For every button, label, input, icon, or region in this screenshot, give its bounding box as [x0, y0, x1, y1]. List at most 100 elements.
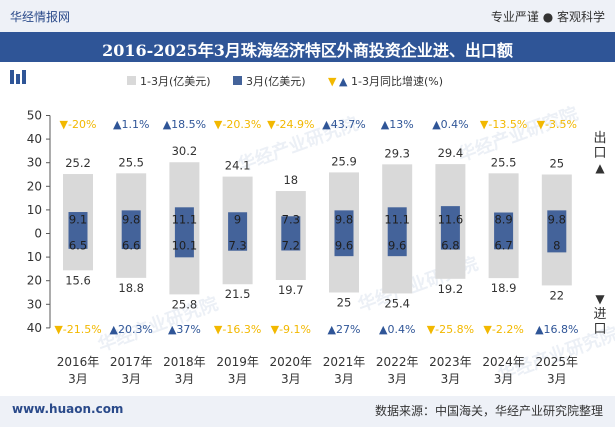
label-import-growth: ▼-16.3%: [214, 323, 261, 336]
y-tick-label: 20: [27, 274, 42, 288]
label-export-growth: ▼-3.5%: [537, 118, 577, 131]
label-import-month: 8: [553, 239, 560, 253]
label-import-cumulative: 25: [337, 296, 352, 310]
label-export-month: 9.8: [335, 213, 353, 227]
label-import-growth: ▲16.8%: [535, 323, 578, 336]
side-arrow-up-icon: ▲: [595, 161, 605, 175]
label-import-growth: ▲20.3%: [109, 323, 152, 336]
label-export-growth: ▼-20%: [60, 118, 97, 131]
label-export-growth: ▲1.1%: [113, 118, 149, 131]
label-export-month: 9: [234, 213, 241, 227]
bar-export-month: [387, 207, 407, 234]
bar-import-month: [494, 233, 514, 250]
side-label-export-char: 出: [593, 131, 606, 146]
label-export-month: 9.8: [548, 213, 566, 227]
label-import-month: 9.6: [388, 239, 406, 253]
legend: 1-3月(亿美元) 3月(亿美元) ▼ ▲ 1-3月同比增速(%): [127, 74, 443, 88]
legend-swatch-month: [233, 76, 242, 85]
label-export-month: 9.8: [122, 213, 140, 227]
bars: [63, 162, 572, 295]
label-export-cumulative: 25.5: [118, 155, 144, 169]
legend-label-month: 3月(亿美元): [246, 75, 306, 88]
y-tick-label: 30: [27, 297, 42, 311]
bar-import-month: [68, 233, 88, 249]
bar-import-month: [174, 233, 194, 258]
legend-marker-down: ▼: [328, 75, 337, 88]
bar-import-month: [547, 233, 567, 253]
label-import-cumulative: 15.6: [65, 273, 91, 287]
label-import-month: 9.6: [335, 239, 353, 253]
y-tick-label: 40: [27, 321, 42, 335]
label-import-cumulative: 21.5: [225, 287, 251, 301]
label-import-month: 6.5: [69, 239, 87, 253]
x-tick-label-month: 3月: [547, 372, 567, 386]
brand-name: 华经情报网: [10, 10, 71, 24]
label-export-month: 11.1: [172, 213, 198, 227]
label-export-growth: ▲18.5%: [163, 118, 206, 131]
label-import-growth: ▲0.4%: [379, 323, 415, 336]
x-tick-label-year: 2025年: [536, 355, 579, 369]
label-export-month: 7.3: [282, 213, 300, 227]
x-tick-label-year: 2021年: [323, 355, 366, 369]
tagline: 专业严谨 ● 客观科学: [490, 10, 605, 24]
bar-export-month: [228, 212, 248, 234]
bar-export-month: [281, 216, 301, 234]
x-tick-label-month: 3月: [441, 372, 461, 386]
x-tick-label-year: 2023年: [429, 355, 472, 369]
label-export-cumulative: 25.5: [491, 155, 517, 169]
chart-title: 2016-2025年3月珠海经济特区外商投资企业进、出口额: [102, 41, 513, 60]
label-export-growth: ▲13%: [381, 118, 414, 131]
label-export-growth: ▲43.7%: [322, 118, 365, 131]
label-import-month: 6.7: [494, 239, 512, 253]
x-tick-label-year: 2018年: [163, 355, 206, 369]
label-export-month: 8.9: [494, 213, 512, 227]
y-tick-label: 30: [27, 156, 42, 170]
data-source: 数据来源：中国海关，华经产业研究院整理: [374, 404, 603, 418]
x-tick-label-month: 3月: [281, 372, 301, 386]
x-tick-label-month: 3月: [387, 372, 407, 386]
label-import-month: 7.3: [228, 239, 246, 253]
x-tick-label-month: 3月: [228, 372, 248, 386]
label-import-cumulative: 25.4: [384, 296, 410, 310]
x-tick-label-month: 3月: [175, 372, 195, 386]
bar-export-month: [494, 212, 514, 234]
huaon-logo-icon: [10, 70, 26, 84]
label-export-cumulative: 18: [283, 173, 298, 187]
y-tick-label: 40: [27, 132, 42, 146]
site-url: www.huaon.com: [12, 402, 124, 416]
label-import-growth: ▼-21.5%: [54, 323, 101, 336]
label-import-cumulative: 18.9: [491, 281, 517, 295]
label-export-growth: ▼-20.3%: [214, 118, 261, 131]
label-export-growth: ▲0.4%: [432, 118, 468, 131]
data-labels: 25.2 15.6 9.1 6.5 ▼-20% ▼-21.5% 25.5 18.8 9.8 6.6…: [54, 118, 578, 336]
legend-label-cumulative: 1-3月(亿美元): [140, 75, 211, 88]
bar-export-month: [174, 207, 194, 234]
label-export-cumulative: 25.9: [331, 154, 357, 168]
legend-marker-up: ▲: [339, 75, 348, 88]
x-tick-label-year: 2017年: [110, 355, 153, 369]
side-label-import-char: 进: [593, 307, 606, 322]
y-tick-label: 50: [27, 109, 42, 123]
bar-export-month: [440, 206, 460, 234]
y-tick-label: 20: [27, 179, 42, 193]
title-bar: [0, 32, 615, 62]
bar-import-month: [440, 233, 460, 250]
y-tick-label: 0: [34, 227, 42, 241]
label-export-month: 11.1: [384, 213, 410, 227]
bar-export-month: [334, 210, 354, 234]
label-export-cumulative: 30.2: [172, 144, 198, 158]
bar-import-month: [228, 233, 248, 251]
bar-export-month: [68, 212, 88, 234]
legend-swatch-cumulative: [127, 76, 136, 85]
label-import-cumulative: 22: [549, 288, 564, 302]
side-labels: 出口▲▼进口: [593, 131, 606, 337]
bar-import-month: [121, 233, 141, 250]
side-label-import-char: 口: [593, 322, 606, 337]
label-export-cumulative: 29.4: [438, 146, 464, 160]
legend-label-growth: 1-3月同比增速(%): [351, 74, 443, 88]
label-import-month: 6.8: [441, 239, 459, 253]
label-export-cumulative: 25.2: [65, 156, 91, 170]
bar-export-month: [547, 210, 567, 234]
x-tick-label-year: 2022年: [376, 355, 419, 369]
